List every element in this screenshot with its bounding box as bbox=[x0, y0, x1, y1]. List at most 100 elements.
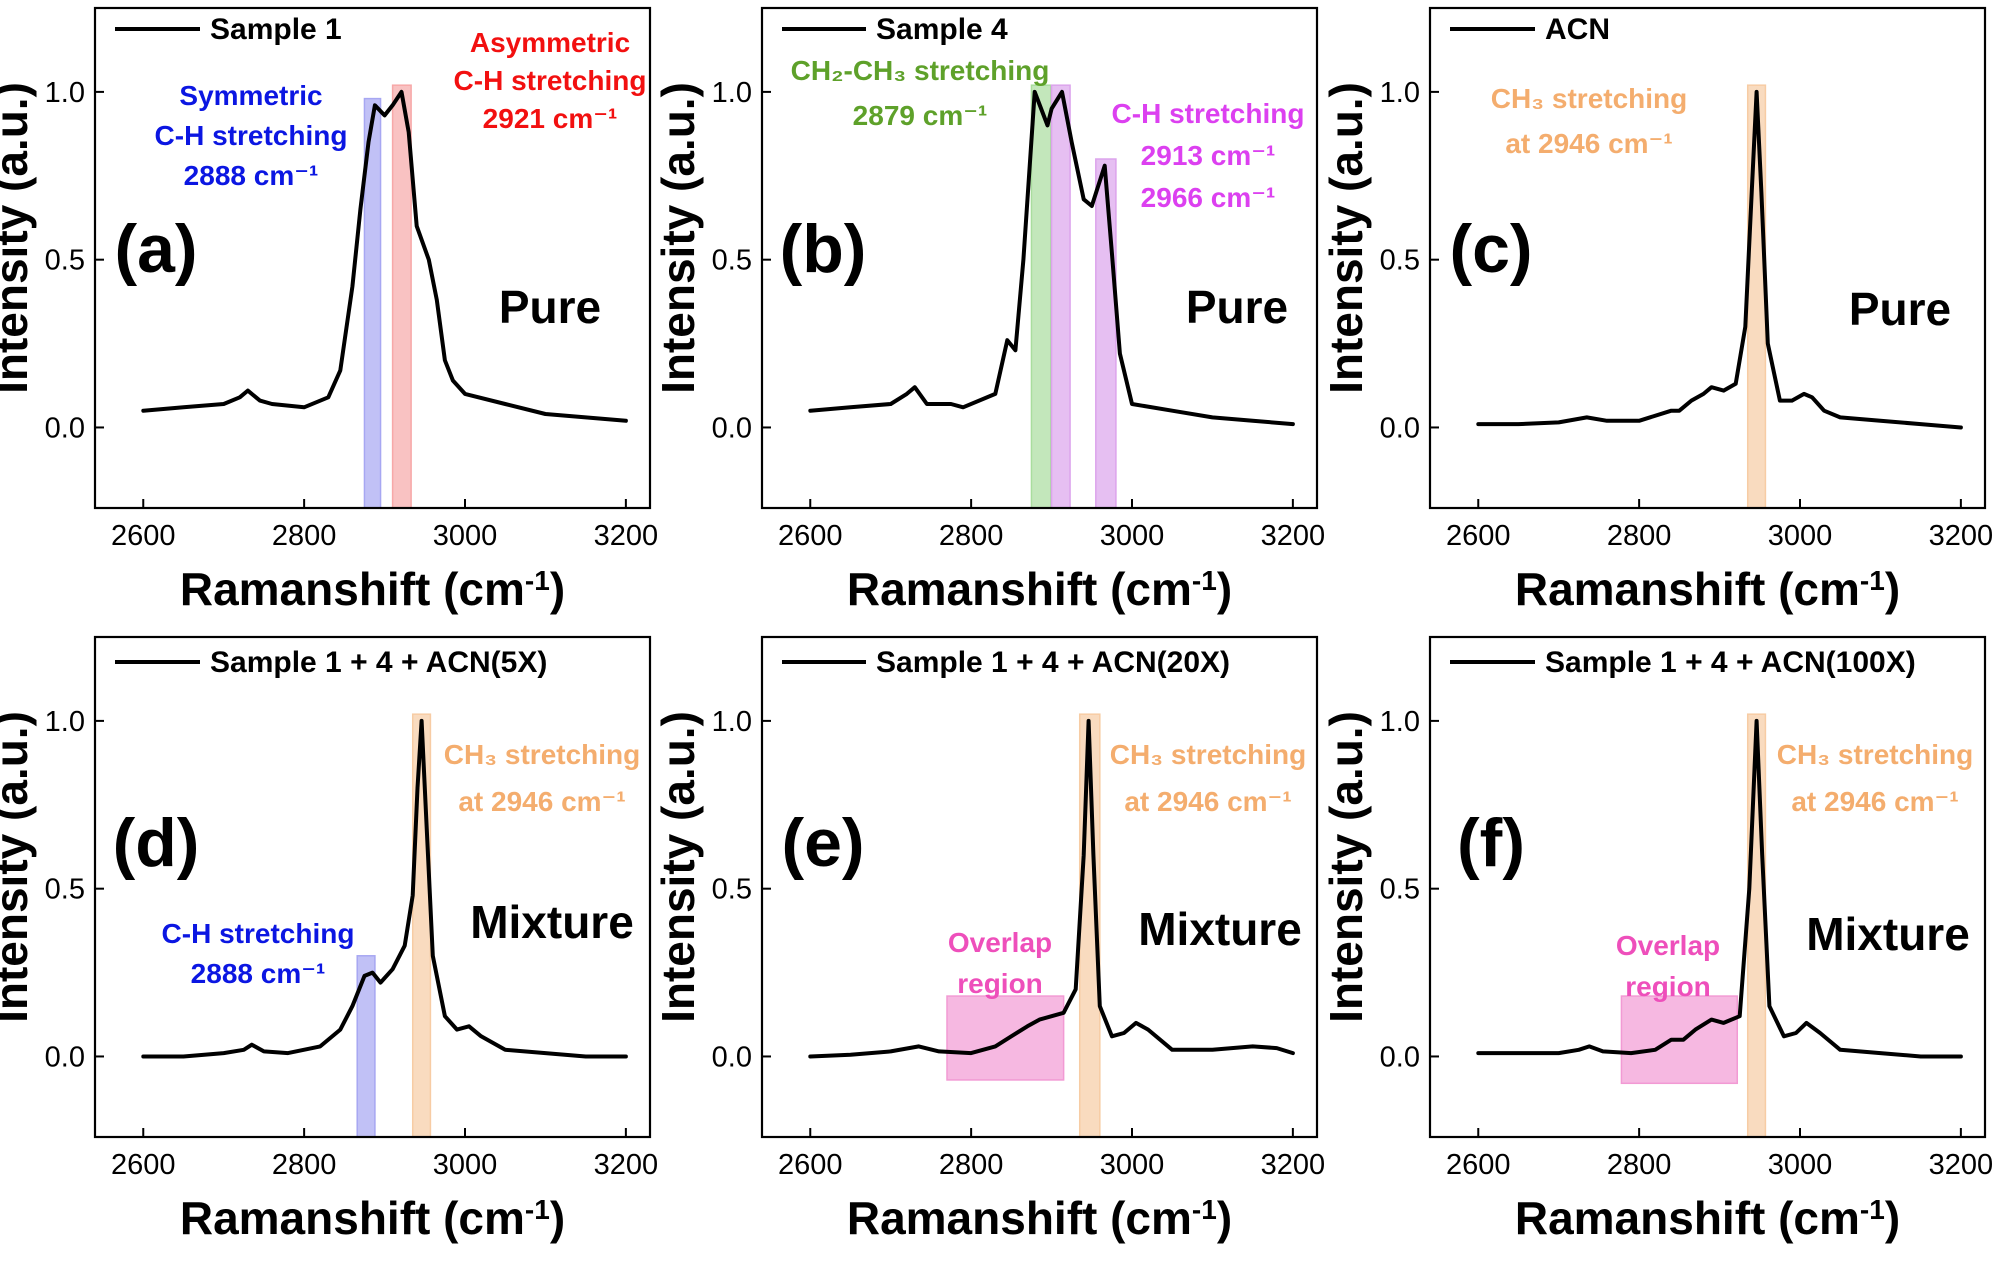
y-tick-label: 1.0 bbox=[712, 77, 752, 109]
x-tick-label: 3200 bbox=[1261, 1149, 1326, 1181]
x-tick-label: 2600 bbox=[1446, 520, 1511, 552]
spectrum-line bbox=[808, 89, 1295, 427]
plot-frame bbox=[1428, 635, 1987, 1139]
x-tick-label: 3000 bbox=[1768, 520, 1833, 552]
legend-label: Sample 1 + 4 + ACN(20X) bbox=[876, 646, 1230, 679]
annotation-text: region bbox=[957, 968, 1043, 999]
y-tick-label: 0.5 bbox=[45, 874, 85, 906]
x-tick-label: 2800 bbox=[1607, 1149, 1672, 1181]
plot-frame bbox=[760, 635, 1319, 1139]
legend-label: Sample 4 bbox=[876, 13, 1008, 46]
panel-letter: (c) bbox=[1449, 211, 1532, 287]
annotation-text: at 2946 cm⁻¹ bbox=[1505, 128, 1672, 159]
annotation-text: CH₃ stretching bbox=[1491, 83, 1688, 114]
y-tick-label: 0.0 bbox=[712, 412, 752, 444]
annotation-text: C-H stretching bbox=[454, 65, 647, 96]
state-label: Pure bbox=[1186, 281, 1288, 333]
highlight-band bbox=[1050, 84, 1071, 509]
annotation-text: 2966 cm⁻¹ bbox=[1141, 182, 1276, 213]
legend-label: ACN bbox=[1545, 13, 1610, 46]
y-tick-label: 1.0 bbox=[45, 77, 85, 109]
annotation-text: CH₃ stretching bbox=[444, 739, 641, 770]
chart-panel-f: 2600 2800 3000 3200 0.0 0.5 1.0 Ramanshift (cm-… bbox=[1320, 635, 1993, 1244]
y-tick-label: 0.5 bbox=[1380, 874, 1420, 906]
x-axis-title: Ramanshift (cm-1) bbox=[847, 563, 1232, 615]
annotation-text: Overlap bbox=[1616, 930, 1720, 961]
y-tick-label: 1.0 bbox=[45, 706, 85, 738]
annotation-text: CH₃ stretching bbox=[1777, 739, 1974, 770]
legend-label: Sample 1 bbox=[210, 13, 342, 46]
panel-letter: (f) bbox=[1457, 805, 1525, 881]
y-tick-label: 0.5 bbox=[45, 245, 85, 277]
panel-letter: (d) bbox=[113, 805, 200, 881]
spectrum-line bbox=[1476, 718, 1963, 1059]
highlight-band bbox=[1030, 84, 1052, 509]
x-tick-label: 3200 bbox=[594, 1149, 659, 1181]
annotation-text: Overlap bbox=[948, 927, 1052, 958]
x-tick-label: 3200 bbox=[1929, 520, 1994, 552]
annotation-text: region bbox=[1625, 971, 1711, 1002]
x-tick-label: 3000 bbox=[1100, 1149, 1165, 1181]
annotation-text: CH₂-CH₃ stretching bbox=[791, 55, 1050, 86]
chart-panel-c: 2600 2800 3000 3200 0.0 0.5 1.0 Ramanshift (cm-… bbox=[1320, 6, 1994, 615]
annotation-text: 2879 cm⁻¹ bbox=[853, 100, 988, 131]
x-tick-label: 3000 bbox=[433, 1149, 498, 1181]
chart-panel-d: 2600 2800 3000 3200 0.0 0.5 1.0 Ramanshift (cm-… bbox=[0, 635, 659, 1244]
x-axis-title: Ramanshift (cm-1) bbox=[847, 1192, 1232, 1244]
x-tick-label: 2800 bbox=[939, 1149, 1004, 1181]
annotation-text: Asymmetric bbox=[470, 27, 630, 58]
annotation-text: 2913 cm⁻¹ bbox=[1141, 140, 1276, 171]
y-tick-label: 1.0 bbox=[712, 706, 752, 738]
legend-label: Sample 1 + 4 + ACN(100X) bbox=[1545, 646, 1916, 679]
y-axis-title: Intensity (a.u.) bbox=[1320, 711, 1372, 1023]
x-tick-label: 2800 bbox=[1607, 520, 1672, 552]
plot-frame bbox=[93, 635, 652, 1139]
spectrum-line bbox=[141, 718, 628, 1059]
x-tick-label: 2600 bbox=[778, 520, 843, 552]
state-label: Pure bbox=[499, 281, 601, 333]
annotation-text: at 2946 cm⁻¹ bbox=[1124, 786, 1291, 817]
chart-panel-b: 2600 2800 3000 3200 0.0 0.5 1.0 Ramanshift (cm-… bbox=[652, 6, 1325, 615]
x-tick-label: 2800 bbox=[272, 520, 337, 552]
annotation-text: at 2946 cm⁻¹ bbox=[1791, 786, 1958, 817]
y-tick-label: 0.5 bbox=[1380, 245, 1420, 277]
x-tick-label: 2800 bbox=[939, 520, 1004, 552]
annotation-text: C-H stretching bbox=[1112, 98, 1305, 129]
x-axis-title: Ramanshift (cm-1) bbox=[180, 563, 565, 615]
annotation-text: at 2946 cm⁻¹ bbox=[458, 786, 625, 817]
y-tick-label: 0.5 bbox=[712, 245, 752, 277]
highlight-band bbox=[1746, 713, 1767, 1138]
annotation-text: C-H stretching bbox=[162, 918, 355, 949]
annotation-text: CH₃ stretching bbox=[1110, 739, 1307, 770]
annotation-text: 2888 cm⁻¹ bbox=[184, 160, 319, 191]
x-axis-title: Ramanshift (cm-1) bbox=[1515, 563, 1900, 615]
y-axis-title: Intensity (a.u.) bbox=[0, 711, 37, 1023]
spectrum-line bbox=[1476, 89, 1963, 430]
x-tick-label: 2600 bbox=[778, 1149, 843, 1181]
y-axis-title: Intensity (a.u.) bbox=[652, 711, 704, 1023]
highlight-band bbox=[1746, 84, 1767, 509]
chart-panel-e: 2600 2800 3000 3200 0.0 0.5 1.0 Ramanshift (cm-… bbox=[652, 635, 1326, 1244]
state-label: Mixture bbox=[1138, 903, 1302, 955]
annotation-text: 2921 cm⁻¹ bbox=[483, 103, 618, 134]
state-label: Mixture bbox=[470, 896, 634, 948]
state-label: Mixture bbox=[1806, 908, 1970, 960]
panel-letter: (e) bbox=[781, 805, 864, 881]
x-tick-label: 2600 bbox=[1446, 1149, 1511, 1181]
plot-frame bbox=[93, 6, 652, 510]
y-tick-label: 0.0 bbox=[712, 1041, 752, 1073]
x-axis-title: Ramanshift (cm-1) bbox=[1515, 1192, 1900, 1244]
y-axis-title: Intensity (a.u.) bbox=[652, 82, 704, 394]
y-axis-title: Intensity (a.u.) bbox=[1320, 82, 1372, 394]
y-tick-label: 1.0 bbox=[1380, 77, 1420, 109]
y-tick-label: 0.0 bbox=[1380, 1041, 1420, 1073]
legend-label: Sample 1 + 4 + ACN(5X) bbox=[210, 646, 547, 679]
annotation-text: C-H stretching bbox=[155, 120, 348, 151]
plot-frame bbox=[760, 6, 1319, 510]
x-tick-label: 3000 bbox=[433, 520, 498, 552]
panel-letter: (a) bbox=[114, 211, 197, 287]
y-tick-label: 0.5 bbox=[712, 874, 752, 906]
annotation-text: 2888 cm⁻¹ bbox=[191, 958, 326, 989]
x-axis-title: Ramanshift (cm-1) bbox=[180, 1192, 565, 1244]
y-tick-label: 0.0 bbox=[45, 1041, 85, 1073]
